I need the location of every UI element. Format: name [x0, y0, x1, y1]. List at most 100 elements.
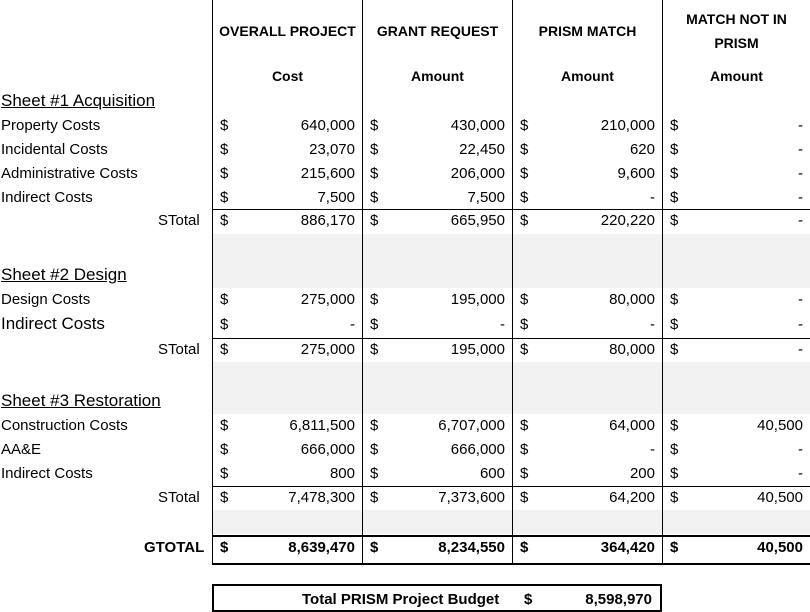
row-label: Indirect Costs — [1, 465, 93, 482]
row-label: Administrative Costs — [1, 165, 138, 182]
header-prism-match: PRISM MATCH — [538, 23, 637, 39]
currency-symbol: $ — [670, 141, 679, 158]
column-border — [362, 0, 363, 564]
header-prism-line2: PRISM — [714, 35, 759, 51]
amount-cell: - — [798, 165, 803, 182]
currency-symbol: $ — [520, 117, 529, 134]
amount-cell: 40,500 — [757, 539, 803, 556]
currency-symbol: $ — [370, 212, 379, 229]
currency-symbol: $ — [220, 316, 229, 333]
currency-symbol: $ — [670, 291, 679, 308]
amount-cell: - — [798, 465, 803, 482]
amount-cell: 200 — [629, 465, 655, 482]
amount-cell: 80,000 — [609, 291, 655, 308]
currency-symbol: $ — [520, 189, 529, 206]
currency-symbol: $ — [520, 441, 529, 458]
amount-cell: 8,234,550 — [438, 539, 505, 556]
currency-symbol: $ — [220, 165, 229, 182]
currency-symbol: $ — [220, 212, 229, 229]
currency-symbol: $ — [220, 117, 229, 134]
currency-symbol: $ — [370, 341, 379, 358]
row-label: Property Costs — [1, 117, 101, 134]
amount-cell: - — [650, 441, 655, 458]
currency-symbol: $ — [520, 465, 529, 482]
spacer-row — [212, 510, 810, 534]
amount-cell: 6,707,000 — [438, 417, 505, 434]
amount-cell: - — [500, 316, 505, 333]
currency-symbol: $ — [220, 341, 229, 358]
currency-symbol: $ — [520, 212, 529, 229]
amount-cell: - — [350, 316, 355, 333]
amount-cell: 8,639,470 — [288, 539, 355, 556]
currency-symbol: $ — [520, 291, 529, 308]
amount-cell: 64,200 — [609, 489, 655, 506]
currency-symbol: $ — [370, 165, 379, 182]
header-match-not-in: MATCH NOT IN — [686, 11, 787, 27]
amount-cell: 364,420 — [600, 539, 655, 556]
sheet-title: Sheet #1 Acquisition — [1, 91, 156, 110]
amount-cell: - — [650, 316, 655, 333]
amount-cell: 195,000 — [450, 341, 505, 358]
amount-cell: - — [798, 316, 803, 333]
currency-symbol: $ — [520, 539, 529, 556]
amount-cell: 7,478,300 — [288, 489, 355, 506]
header-notprism-sub: Amount — [710, 68, 763, 84]
amount-cell: 275,000 — [300, 341, 355, 358]
column-border — [512, 0, 513, 564]
stotal-label: STotal — [158, 341, 200, 358]
amount-cell: 7,500 — [317, 189, 355, 206]
amount-cell: 7,500 — [467, 189, 505, 206]
row-label: AA&E — [1, 441, 42, 458]
spacer-row — [212, 362, 810, 414]
amount-cell: 9,600 — [617, 165, 655, 182]
amount-cell: - — [798, 189, 803, 206]
currency-symbol: $ — [670, 539, 679, 556]
amount-cell: - — [798, 291, 803, 308]
amount-cell: 206,000 — [450, 165, 505, 182]
gtotal-label: GTOTAL — [144, 539, 205, 556]
currency-symbol: $ — [370, 189, 379, 206]
row-label: Design Costs — [1, 291, 91, 308]
amount-cell: 210,000 — [600, 117, 655, 134]
amount-cell: 220,220 — [600, 212, 655, 229]
amount-cell: 64,000 — [609, 417, 655, 434]
row-border — [212, 209, 810, 210]
amount-cell: 80,000 — [609, 341, 655, 358]
amount-cell: 215,600 — [300, 165, 355, 182]
amount-cell: 23,070 — [309, 141, 355, 158]
row-border — [212, 486, 810, 487]
currency-symbol: $ — [220, 539, 229, 556]
currency-symbol: $ — [524, 591, 533, 608]
spacer-row — [212, 234, 810, 288]
budget-label: Total PRISM Project Budget — [302, 591, 500, 608]
column-border — [662, 0, 663, 564]
currency-symbol: $ — [220, 141, 229, 158]
row-border — [212, 338, 810, 339]
amount-cell: 7,373,600 — [438, 489, 505, 506]
amount-cell: - — [798, 212, 803, 229]
currency-symbol: $ — [220, 465, 229, 482]
amount-cell: 22,450 — [459, 141, 505, 158]
row-label: Construction Costs — [1, 417, 128, 434]
header-grant-request: GRANT REQUEST — [376, 23, 499, 39]
amount-cell: - — [798, 441, 803, 458]
currency-symbol: $ — [220, 417, 229, 434]
currency-symbol: $ — [370, 316, 379, 333]
currency-symbol: $ — [670, 441, 679, 458]
amount-cell: 666,000 — [450, 441, 505, 458]
currency-symbol: $ — [520, 417, 529, 434]
currency-symbol: $ — [370, 291, 379, 308]
currency-symbol: $ — [520, 165, 529, 182]
header-grant-sub: Amount — [411, 68, 464, 84]
sheet-title: Sheet #3 Restoration — [1, 391, 161, 410]
amount-cell: 600 — [479, 465, 505, 482]
amount-cell: 430,000 — [450, 117, 505, 134]
amount-cell: 640,000 — [300, 117, 355, 134]
budget-box: Total PRISM Project Budget $ 8,598,970 — [212, 584, 662, 612]
currency-symbol: $ — [670, 165, 679, 182]
amount-cell: 665,950 — [450, 212, 505, 229]
currency-symbol: $ — [670, 341, 679, 358]
currency-symbol: $ — [370, 489, 379, 506]
currency-symbol: $ — [670, 189, 679, 206]
currency-symbol: $ — [370, 465, 379, 482]
